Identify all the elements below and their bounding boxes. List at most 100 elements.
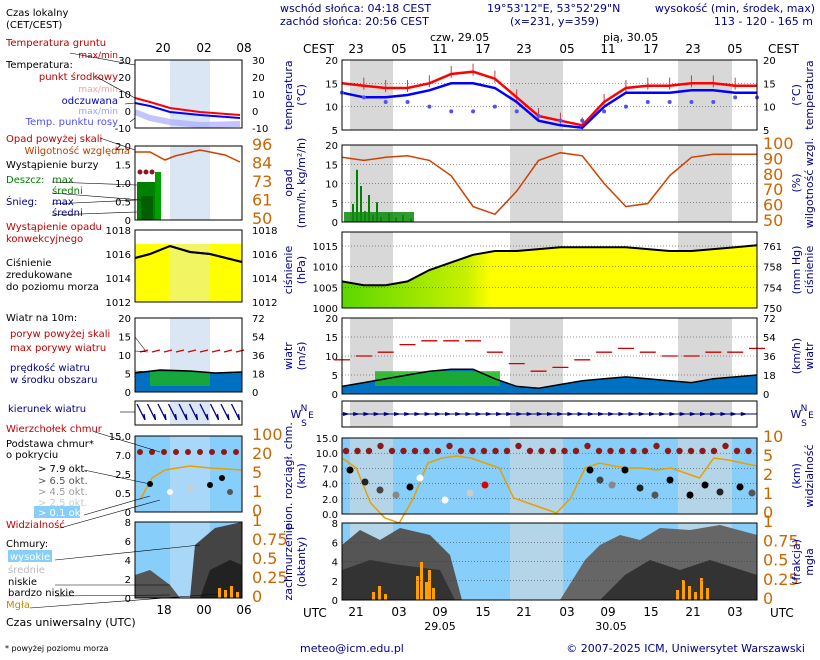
legend-tick-left: -10 xyxy=(115,124,131,135)
legend-max-min-3: max/min xyxy=(78,107,118,117)
legend-connector xyxy=(83,469,151,485)
compass-s: S xyxy=(301,419,307,429)
legend-cisnienie: Ciśnienie xyxy=(6,257,52,269)
legend-humidity-line xyxy=(135,149,241,163)
legend-wysokie-bg xyxy=(8,550,52,562)
cloud-top-dot xyxy=(653,442,660,450)
legend-ok65: > 6.5 okt. xyxy=(38,476,88,487)
legend-tick-right: 96 xyxy=(252,135,272,154)
legend-temp-gruntu: Temperatura gruntu xyxy=(5,38,106,49)
cloud-top-dot xyxy=(630,447,637,455)
panel-axis-unit: (oktanty) xyxy=(295,537,308,588)
y-tick-right: 60 xyxy=(763,196,783,215)
dew-point-dot xyxy=(558,118,563,123)
y-tick-left: 10 xyxy=(325,103,338,114)
y-tick-right: 754 xyxy=(763,283,782,294)
cloud-base-dot xyxy=(586,466,594,474)
top-hour-label: 11 xyxy=(600,42,615,56)
y-tick-right: 761 xyxy=(763,242,782,253)
cloud-top-dot xyxy=(641,447,649,455)
legend-connector xyxy=(134,336,146,351)
dew-point-dot xyxy=(471,109,476,114)
fog-bar xyxy=(420,562,423,600)
legend-czas-uniwersalny: Czas uniwersalny (UTC) xyxy=(6,616,136,629)
cloud-top-dot xyxy=(377,442,384,450)
y-tick-left: 1000 xyxy=(313,304,338,315)
legend-tick-right: 36 xyxy=(252,351,265,362)
footer-email[interactable]: meteo@icm.edu.pl xyxy=(300,642,404,655)
legend-snieg-max: max xyxy=(52,197,74,208)
panel-axis-title: pion. rozciągł. chm. xyxy=(282,422,295,530)
y-tick-right: 0.75 xyxy=(763,531,799,550)
legend-tick-left: 0 xyxy=(125,388,131,399)
panel-axis-unit: widzialność xyxy=(803,444,816,507)
wind-arrow xyxy=(496,412,503,416)
legend-night-band xyxy=(170,436,210,512)
legend-ok01: > 0.1 okt. xyxy=(38,508,88,519)
wind-arrow xyxy=(720,412,728,416)
cloud-base-dot xyxy=(416,474,424,482)
legend-widzialnosc: Widzialność xyxy=(6,519,65,531)
legend-feel-line xyxy=(134,102,241,119)
y-tick-right: 5 xyxy=(763,446,773,465)
legend-tick-left: 15.0 xyxy=(109,432,131,443)
wind-arrow xyxy=(669,412,677,416)
legend-tick-left: 1018 xyxy=(106,226,131,237)
cloud-top-dot xyxy=(492,447,499,455)
rain-bar xyxy=(360,186,362,222)
fog-bar xyxy=(676,590,679,600)
y-tick-right: 10 xyxy=(763,427,783,446)
legend-tick-left: 6 xyxy=(125,537,131,548)
legend-cloud-top-dot xyxy=(221,449,227,455)
dew-point-dot xyxy=(645,100,650,104)
top-hour-label: 23 xyxy=(348,42,363,56)
dew-point-dot xyxy=(383,100,388,104)
top-hour-label: 17 xyxy=(643,42,658,56)
fog-bar xyxy=(706,588,709,600)
legend-tick-right: 1 xyxy=(252,511,262,530)
legend-tick-left: 1014 xyxy=(106,274,131,285)
day1-top: czw, 29.05 xyxy=(430,31,489,44)
dew-point-dot xyxy=(492,104,497,109)
legend-connector xyxy=(134,350,149,353)
cloud-base-dot xyxy=(361,478,369,486)
wind-arrow xyxy=(404,412,412,416)
dew-point-dot xyxy=(405,100,410,104)
tz-top-left: CEST xyxy=(303,42,335,56)
legend-wyst-opadu: Wystąpienie opadu xyxy=(6,222,102,233)
y-tick-right: 0.5 xyxy=(763,551,788,570)
y-tick-left: 0 xyxy=(332,218,338,229)
legend-niskie: niskie xyxy=(8,577,37,588)
rain-bar xyxy=(368,195,370,222)
legend-night-band xyxy=(170,146,210,220)
wind-arrow xyxy=(628,412,636,416)
y-tick-right: 1 xyxy=(763,484,773,503)
cloud-top-dot xyxy=(722,442,729,450)
y-tick-right: 80 xyxy=(763,165,783,184)
cloud-base-dot xyxy=(686,491,694,499)
legend-tick-left: 8 xyxy=(125,518,131,529)
cloud-base-dot xyxy=(748,489,756,497)
legend-tick-right: 1012 xyxy=(252,298,277,309)
coords-text: 19°53'12"E, 53°52'29"N xyxy=(487,2,620,15)
bottom-hour-label: 15 xyxy=(475,605,490,619)
humidity-line xyxy=(341,151,757,216)
legend-tick-left: 0 xyxy=(125,107,131,118)
cloud-top-dot xyxy=(423,447,430,455)
wind-arrow xyxy=(445,412,452,416)
panel-axis-title: temperatura xyxy=(282,60,295,129)
cloud-base-dot xyxy=(376,486,384,494)
wind-arrow xyxy=(424,412,432,416)
cloud-base-dot xyxy=(392,491,400,499)
legend-connector xyxy=(83,495,151,516)
legend-mgla: Mgła xyxy=(6,600,30,611)
legend-utc-hour: 06 xyxy=(236,603,251,617)
y-tick-right: 0 xyxy=(763,589,773,608)
legend-pressure-top xyxy=(135,230,242,244)
legend-cloud-top-dot xyxy=(197,449,203,455)
wind-arrow xyxy=(710,412,718,416)
legend-opad-powyzej: Opad powyżej skali xyxy=(6,134,102,145)
y-tick-left: 0.0 xyxy=(322,510,338,521)
legend-cloud-top-dot xyxy=(137,449,143,455)
